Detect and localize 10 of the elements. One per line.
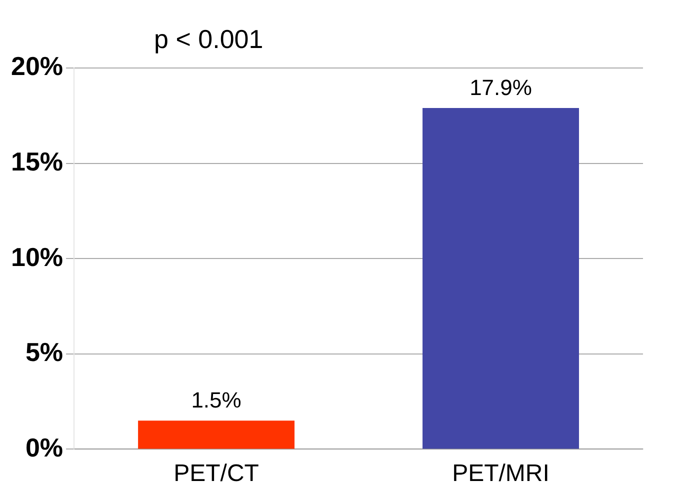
y-tick-label: 5% <box>25 337 64 368</box>
x-tick-label: PET/CT <box>174 460 260 488</box>
data-label: 17.9% <box>470 75 532 100</box>
text: p < 0.001 <box>154 24 264 54</box>
x-tick-label: PET/MRI <box>452 460 550 488</box>
y-tick-label: 10% <box>10 242 64 272</box>
data-label: 1.5% <box>191 388 242 413</box>
y-tick-label: 20% <box>10 51 64 82</box>
y-tick-label: 0% <box>25 432 64 462</box>
y-tick-label: 15% <box>10 146 64 176</box>
